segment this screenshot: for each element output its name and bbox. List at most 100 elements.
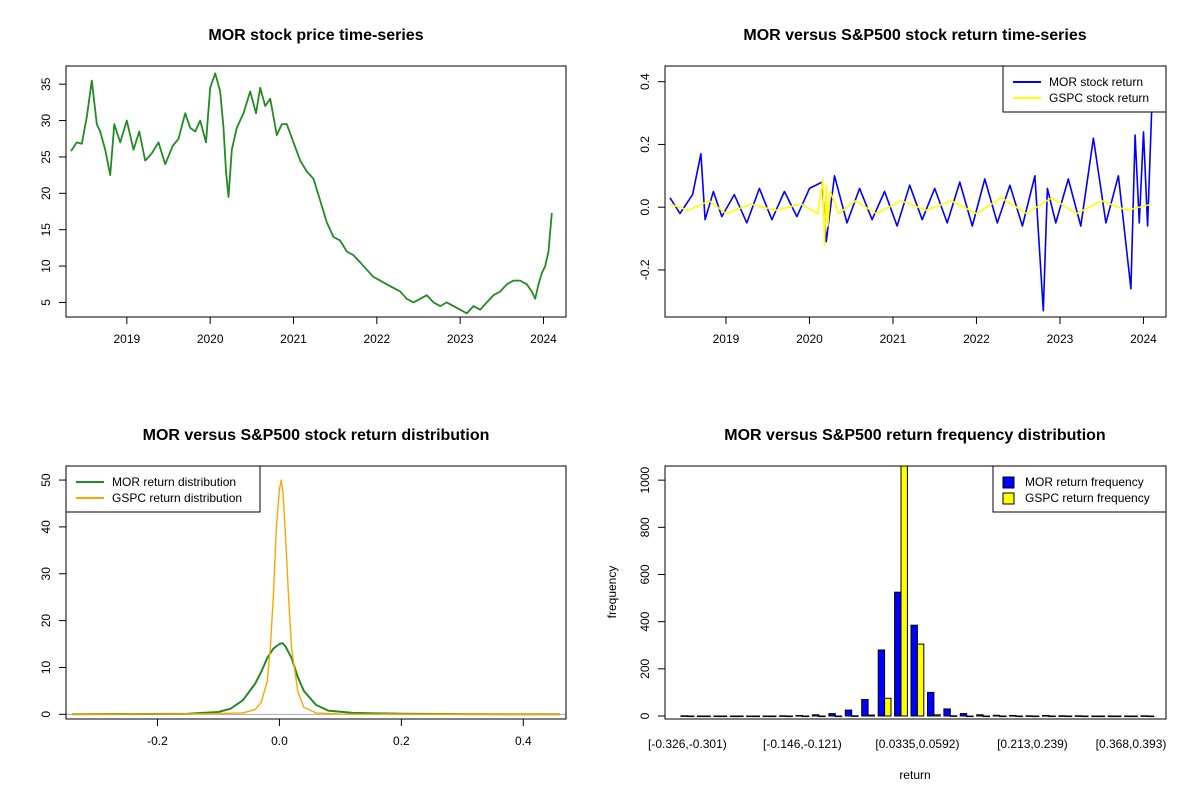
x-tick-label: -0.2 [147, 734, 168, 748]
legend-box [65, 465, 261, 513]
x-tick-label: 2020 [796, 332, 823, 346]
mor-frequency-bar [1009, 715, 1017, 717]
x-tick-label: 2021 [280, 332, 307, 346]
gspc-frequency-bar [703, 715, 711, 718]
chart-title: MOR versus S&P500 return frequency distr… [724, 427, 1105, 444]
gspc-frequency-bar [949, 715, 958, 717]
y-tick-label: 30 [39, 567, 53, 581]
y-tick-label: 0.4 [638, 73, 652, 90]
plot-frame [664, 65, 1167, 318]
mor-frequency-bar [1091, 715, 1099, 718]
mor-frequency-bar [746, 715, 754, 718]
gspc-frequency-bar [851, 715, 859, 717]
y-tick-label: 20 [39, 186, 53, 200]
gspc-frequency-bar [801, 715, 810, 718]
gspc-frequency-bar [900, 465, 908, 717]
y-tick-label: 0 [39, 711, 53, 718]
gspc-frequency-bar [834, 715, 843, 718]
gspc-frequency-bar [1097, 715, 1106, 718]
mor-frequency-bar [959, 713, 968, 717]
mor-frequency-bar [1140, 715, 1148, 717]
legend-entry: MOR stock return [1049, 75, 1143, 89]
gspc-frequency-bar [686, 715, 695, 718]
legend-entry: GSPC stock return [1049, 91, 1149, 105]
x-tick-label: 2022 [363, 332, 390, 346]
gspc-frequency-bar [867, 714, 875, 717]
gspc-frequency-bar [1146, 715, 1155, 718]
mor-return-line [669, 106, 1153, 312]
y-tick-label: 0.2 [638, 136, 652, 153]
legend-box [1002, 65, 1167, 113]
mor-frequency-bar [696, 715, 705, 718]
x-tick-label: 0.4 [515, 734, 532, 748]
y-tick-label: 20 [39, 614, 53, 628]
x-tick-label: 2023 [447, 332, 474, 346]
mor-frequency-bar [795, 715, 803, 717]
mor-frequency-bar [844, 709, 853, 717]
y-tick-label: 0.0 [638, 199, 652, 216]
legend-entry: GSPC return frequency [1025, 491, 1150, 505]
y-axis-label: frequency [605, 566, 619, 619]
mor-frequency-bar [1042, 715, 1050, 717]
x-tick-label: 2019 [713, 332, 740, 346]
x-tick-label: [0.368,0.393) [1096, 737, 1167, 751]
mor-frequency-bar [811, 714, 820, 717]
y-tick-label: 25 [39, 150, 53, 164]
legend-entry: MOR return distribution [112, 475, 236, 489]
mor-frequency-bar [976, 714, 984, 717]
panel-return-distribution: MOR versus S&P500 stock return distribut… [39, 427, 567, 748]
y-tick-label: 30 [39, 114, 53, 128]
gspc-frequency-bar [736, 715, 744, 718]
x-tick-label: [-0.146,-0.121) [763, 737, 842, 751]
gspc-frequency-bar [999, 715, 1007, 718]
x-tick-label: 2024 [1130, 332, 1157, 346]
mor-frequency-bar [1025, 715, 1033, 717]
mor-frequency-bar [1107, 715, 1116, 718]
mor-frequency-bar [1074, 715, 1083, 717]
x-tick-label: 2019 [113, 332, 140, 346]
y-tick-label: 35 [39, 77, 53, 91]
x-axis-label: return [899, 768, 930, 782]
y-tick-label: 800 [638, 517, 652, 537]
x-tick-label: [0.213,0.239) [997, 737, 1068, 751]
y-tick-label: 1000 [638, 466, 652, 493]
panel-return-series: MOR versus S&P500 stock return time-seri… [638, 27, 1167, 346]
mor-frequency-bar [943, 708, 951, 717]
price-series-line [70, 72, 553, 315]
x-tick-label: 2023 [1047, 332, 1074, 346]
mor-frequency-bar [861, 699, 869, 717]
x-tick-label: 2021 [880, 332, 907, 346]
y-tick-label: 10 [39, 259, 53, 273]
y-tick-label: 400 [638, 611, 652, 631]
panel-price-series: MOR stock price time-series 2019 2020 2021… [39, 27, 567, 346]
legend-entry: MOR return frequency [1025, 475, 1144, 489]
legend-entry: GSPC return distribution [112, 491, 242, 505]
chart-title: MOR stock price time-series [208, 27, 423, 44]
chart-title: MOR versus S&P500 stock return time-seri… [743, 27, 1086, 44]
gspc-frequency-bar [1031, 715, 1040, 718]
mor-frequency-bar [713, 715, 721, 718]
mor-frequency-bar [729, 715, 738, 718]
gspc-frequency-bar [752, 715, 760, 718]
x-tick-label: [-0.326,-0.301) [648, 737, 727, 751]
x-tick-label: 0.2 [393, 734, 410, 748]
y-tick-label: 40 [39, 520, 53, 534]
gspc-frequency-bar [916, 643, 925, 717]
mor-frequency-bar [680, 715, 688, 717]
y-tick-label: 0 [638, 712, 652, 719]
plot-frame [664, 465, 1167, 720]
plot-frame [65, 465, 567, 720]
legend-box [992, 465, 1167, 513]
x-tick-label: 2024 [530, 332, 557, 346]
y-tick-label: 15 [39, 223, 53, 237]
x-tick-label: 2020 [197, 332, 224, 346]
x-tick-label: 2022 [963, 332, 990, 346]
gspc-frequency-bar [1064, 715, 1073, 718]
y-tick-label: 5 [39, 299, 53, 306]
mor-frequency-bar [1124, 715, 1132, 718]
mor-frequency-bar [894, 591, 902, 717]
plot-frame [65, 65, 567, 318]
legend-swatch [1002, 492, 1015, 505]
y-tick-label: 600 [638, 564, 652, 584]
